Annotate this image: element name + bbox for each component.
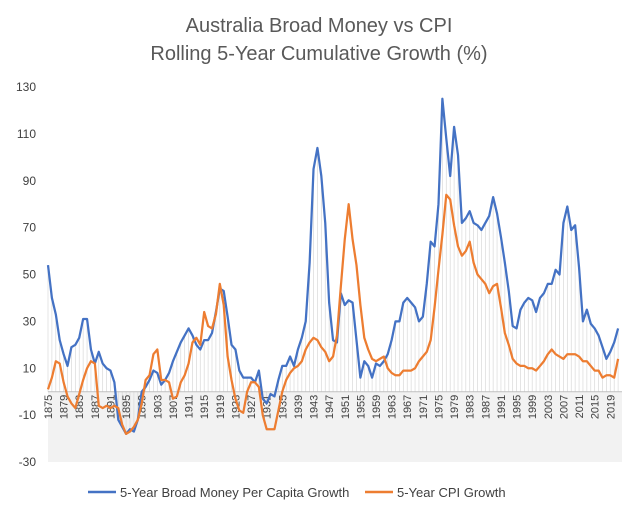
y-tick-label: -30 <box>19 455 37 469</box>
x-tick-label: 1895 <box>121 395 133 419</box>
x-tick-label: 1959 <box>371 395 383 419</box>
x-tick-label: 1967 <box>402 395 414 419</box>
x-tick-label: 1939 <box>293 395 305 419</box>
series-lines <box>46 97 620 436</box>
x-tick-label: 1971 <box>418 395 430 419</box>
x-tick-label: 1927 <box>246 395 258 419</box>
x-tick-label: 1879 <box>59 395 71 419</box>
x-tick-label: 1911 <box>184 395 196 419</box>
x-tick-label: 1919 <box>215 395 227 419</box>
chart-title-line-1: Australia Broad Money vs CPI <box>186 15 453 37</box>
y-axis-ticks: -30 -10 10 30 50 70 90 110 130 <box>16 80 36 469</box>
x-tick-label: 1923 <box>230 395 242 419</box>
x-tick-label: 1963 <box>387 395 399 419</box>
x-tick-label: 1983 <box>465 395 477 419</box>
x-tick-label: 2019 <box>605 395 617 419</box>
y-tick-label: -10 <box>19 408 37 422</box>
x-axis-ticks: 1875 1879 1883 1887 1891 1895 1899 1903 1907 1911… <box>43 395 617 419</box>
y-tick-label: 130 <box>16 80 36 94</box>
x-tick-label: 1947 <box>324 395 336 419</box>
x-tick-label: 2003 <box>543 395 555 419</box>
x-tick-label: 1907 <box>168 395 180 419</box>
negative-region-band <box>48 391 622 462</box>
legend: 5-Year Broad Money Per Capita Growth 5-Ye… <box>88 485 506 500</box>
x-tick-label: 1991 <box>496 395 508 419</box>
y-tick-label: 10 <box>23 361 37 375</box>
y-tick-label: 110 <box>17 127 36 141</box>
legend-label: 5-Year Broad Money Per Capita Growth <box>120 485 349 500</box>
y-tick-label: 30 <box>23 314 37 328</box>
x-tick-label: 2015 <box>590 395 602 419</box>
series-line-cpi <box>46 193 620 436</box>
x-tick-label: 1955 <box>355 395 367 419</box>
chart-title-line-2: Rolling 5-Year Cumulative Growth (%) <box>150 43 487 65</box>
x-tick-label: 1987 <box>480 395 492 419</box>
y-tick-label: 90 <box>23 174 37 188</box>
x-tick-label: 1903 <box>152 395 164 419</box>
x-tick-label: 1975 <box>433 395 445 419</box>
x-tick-label: 2011 <box>574 395 586 419</box>
x-tick-label: 1943 <box>309 395 321 419</box>
legend-label: 5-Year CPI Growth <box>397 485 506 500</box>
x-tick-label: 1951 <box>340 395 352 419</box>
x-tick-label: 2007 <box>558 395 570 419</box>
x-tick-label: 1979 <box>449 395 461 419</box>
y-tick-label: 50 <box>23 268 37 282</box>
x-tick-label: 1875 <box>43 395 55 419</box>
y-tick-label: 70 <box>23 221 37 235</box>
x-tick-label: 1915 <box>199 395 211 419</box>
x-tick-label: 1995 <box>512 395 524 419</box>
x-tick-label: 1999 <box>527 395 539 419</box>
